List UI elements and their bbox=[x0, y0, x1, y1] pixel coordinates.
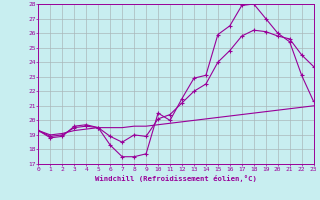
X-axis label: Windchill (Refroidissement éolien,°C): Windchill (Refroidissement éolien,°C) bbox=[95, 175, 257, 182]
